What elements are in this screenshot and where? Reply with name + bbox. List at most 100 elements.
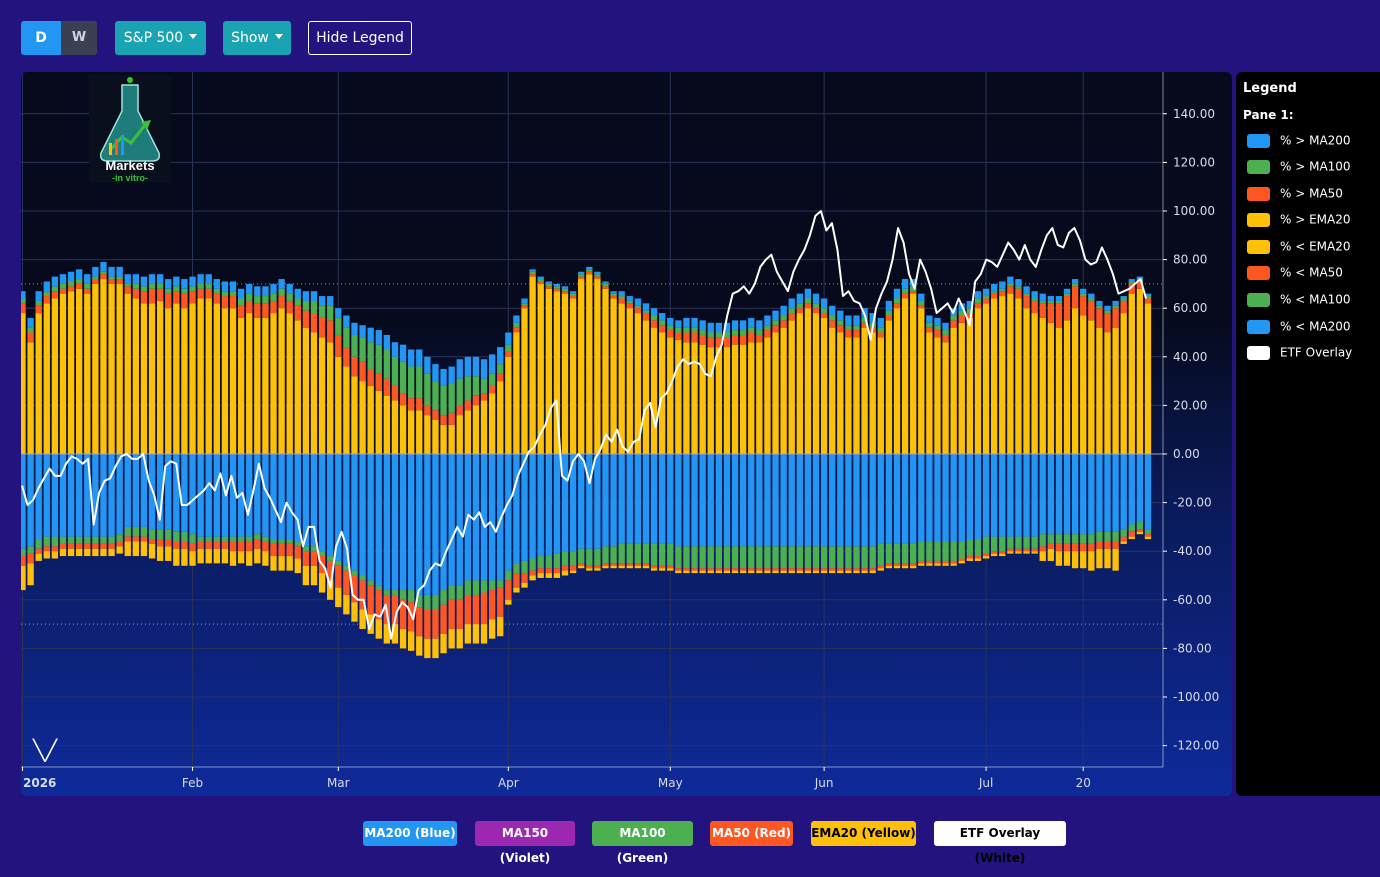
bar-pct-above-ma200 bbox=[205, 274, 212, 284]
bar-pct-below-ema20 bbox=[675, 570, 682, 574]
bar-pct-below-ma50 bbox=[359, 580, 366, 610]
bar-pct-above-ma50 bbox=[659, 325, 666, 333]
chart-canvas[interactable]: 140.00 120.00 100.00 80.00 60.00 40.00 20.00 0.… bbox=[21, 72, 1232, 796]
bottom-legend-ma50[interactable]: MA50 (Red) bbox=[710, 821, 793, 846]
bar-pct-above-ma200 bbox=[578, 271, 585, 275]
bar-pct-below-ma200 bbox=[76, 454, 83, 537]
bar-pct-above-ema20 bbox=[618, 303, 625, 454]
period-weekly-button[interactable]: W bbox=[61, 21, 97, 55]
bar-pct-below-ema20 bbox=[181, 548, 188, 566]
bar-pct-below-ma200 bbox=[561, 454, 569, 552]
bar-pct-below-ema20 bbox=[958, 560, 965, 564]
legend-item-pct-below-ma50[interactable]: % < MA50 bbox=[1247, 265, 1343, 281]
bar-pct-above-ma100 bbox=[918, 300, 925, 306]
bar-pct-below-ma200 bbox=[1128, 454, 1135, 525]
bar-pct-below-ma200 bbox=[764, 454, 771, 547]
bar-pct-above-ema20 bbox=[156, 300, 164, 454]
bar-pct-below-ma100 bbox=[432, 594, 439, 610]
bar-pct-above-ema20 bbox=[140, 303, 148, 454]
bar-pct-above-ema20 bbox=[650, 327, 658, 454]
bar-pct-below-ma100 bbox=[229, 536, 237, 542]
bar-pct-above-ma50 bbox=[820, 313, 828, 318]
legend-item-pct-above-ma50[interactable]: % > MA50 bbox=[1247, 186, 1343, 202]
bottom-legend-ma100[interactable]: MA100 (Green) bbox=[592, 821, 693, 865]
chart-panel[interactable]: 140.00 120.00 100.00 80.00 60.00 40.00 20.00 0.… bbox=[21, 72, 1232, 796]
bar-pct-above-ema20 bbox=[853, 337, 860, 454]
bar-pct-below-ma100 bbox=[408, 590, 415, 603]
bar-pct-above-ma200 bbox=[942, 322, 949, 331]
period-daily-button[interactable]: D bbox=[21, 21, 61, 55]
bar-pct-below-ma50 bbox=[327, 560, 334, 581]
bar-pct-below-ema20 bbox=[990, 553, 998, 557]
bottom-legend-ma150[interactable]: MA150 (Violet) bbox=[475, 821, 575, 865]
bar-pct-above-ma50 bbox=[1104, 313, 1111, 333]
bottom-legend-ema20[interactable]: EMA20 (Yellow) bbox=[811, 821, 916, 846]
bar-pct-below-ma50 bbox=[375, 590, 382, 620]
bar-pct-above-ma100 bbox=[748, 327, 755, 333]
bar-pct-below-ma50 bbox=[667, 565, 674, 569]
legend-item-pct-above-ma200[interactable]: % > MA200 bbox=[1247, 133, 1351, 149]
bar-pct-above-ma100 bbox=[383, 349, 391, 379]
bar-pct-below-ma50 bbox=[505, 580, 512, 600]
bar-pct-above-ma100 bbox=[286, 293, 293, 301]
legend-swatch bbox=[1247, 186, 1270, 201]
bar-pct-above-ma100 bbox=[650, 315, 658, 321]
bottom-legend-etf-overlay[interactable]: ETF Overlay (White) bbox=[934, 821, 1066, 865]
hide-legend-button[interactable]: Hide Legend bbox=[308, 21, 412, 55]
index-select[interactable]: S&P 500 bbox=[115, 21, 206, 55]
bar-pct-above-ma100 bbox=[197, 283, 204, 289]
bar-pct-above-ma100 bbox=[1096, 305, 1103, 309]
bar-pct-below-ema20 bbox=[796, 570, 803, 574]
legend-item-label: % > MA200 bbox=[1280, 133, 1351, 148]
bar-pct-above-ma200 bbox=[634, 298, 642, 306]
show-menu-button[interactable]: Show bbox=[223, 21, 291, 55]
bar-pct-below-ema20 bbox=[748, 570, 755, 574]
bar-pct-above-ma200 bbox=[1007, 276, 1014, 284]
bar-pct-below-ma50 bbox=[100, 543, 107, 549]
bar-pct-above-ema20 bbox=[480, 400, 488, 454]
bar-pct-above-ma200 bbox=[901, 279, 909, 289]
bar-pct-above-ema20 bbox=[108, 283, 115, 454]
bar-pct-above-ma200 bbox=[43, 281, 50, 292]
bar-pct-above-ma50 bbox=[877, 332, 884, 338]
bar-pct-below-ma50 bbox=[691, 568, 698, 571]
bar-pct-below-ma100 bbox=[594, 548, 601, 566]
bar-pct-above-ma200 bbox=[853, 315, 860, 326]
bar-pct-below-ma200 bbox=[343, 454, 350, 566]
bar-pct-above-ma100 bbox=[561, 288, 569, 292]
bar-pct-above-ema20 bbox=[424, 415, 431, 454]
bar-pct-above-ma50 bbox=[51, 291, 59, 299]
bar-pct-above-ma200 bbox=[108, 266, 115, 277]
bar-pct-below-ma200 bbox=[974, 454, 982, 540]
bar-pct-below-ma50 bbox=[731, 568, 739, 571]
bottom-legend-ma200[interactable]: MA200 (Blue) bbox=[363, 821, 457, 846]
bar-pct-below-ma200 bbox=[845, 454, 852, 547]
bar-pct-above-ma50 bbox=[594, 276, 601, 280]
bar-pct-below-ma100 bbox=[67, 536, 75, 544]
bar-pct-above-ma100 bbox=[537, 279, 544, 282]
legend-item-etf-overlay[interactable]: ETF Overlay bbox=[1247, 345, 1352, 361]
legend-item-pct-below-ma100[interactable]: % < MA100 bbox=[1247, 292, 1351, 308]
x-tick-label: Jun bbox=[814, 776, 834, 790]
bar-pct-above-ma200 bbox=[675, 320, 682, 328]
legend-item-pct-below-ma200[interactable]: % < MA200 bbox=[1247, 319, 1351, 335]
bar-pct-below-ma100 bbox=[861, 546, 868, 569]
bar-pct-above-ema20 bbox=[254, 317, 261, 454]
bar-pct-below-ma100 bbox=[691, 546, 698, 569]
legend-item-pct-above-ema20[interactable]: % > EMA20 bbox=[1247, 212, 1351, 228]
bar-pct-above-ema20 bbox=[1015, 298, 1022, 454]
bar-pct-above-ma200 bbox=[780, 305, 787, 316]
bar-pct-above-ma200 bbox=[302, 291, 310, 301]
bar-pct-below-ema20 bbox=[812, 570, 820, 574]
bar-pct-below-ma200 bbox=[108, 454, 115, 537]
bar-pct-above-ma50 bbox=[837, 325, 844, 333]
bar-pct-above-ema20 bbox=[545, 288, 552, 454]
bar-pct-below-ma50 bbox=[140, 536, 148, 542]
bar-pct-above-ma50 bbox=[723, 337, 731, 348]
legend-item-pct-above-ma100[interactable]: % > MA100 bbox=[1247, 159, 1351, 175]
bar-pct-above-ma50 bbox=[1007, 286, 1014, 294]
bar-pct-above-ma200 bbox=[51, 276, 59, 287]
bar-pct-above-ma100 bbox=[853, 325, 860, 331]
bar-pct-below-ema20 bbox=[165, 546, 172, 561]
legend-item-pct-below-ema20[interactable]: % < EMA20 bbox=[1247, 239, 1351, 255]
